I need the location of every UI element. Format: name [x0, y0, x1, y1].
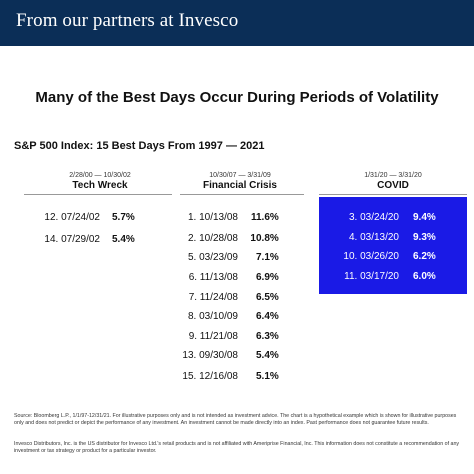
rank-date: 14. 07/29/02 — [44, 234, 100, 245]
rank-date: 2. 10/28/08 — [187, 233, 238, 244]
table-subtitle: S&P 500 Index: 15 Best Days From 1997 — … — [14, 140, 265, 152]
rank-date: 10. 03/26/20 — [343, 251, 399, 262]
list-item: 6. 11/13/08 6.9% — [170, 272, 279, 283]
percent-gain: 11.6% — [250, 212, 279, 223]
rank-date: 9. 11/21/08 — [188, 331, 238, 342]
list-item: 14. 07/29/02 5.4% — [20, 234, 135, 245]
column-header-financial-crisis: 10/30/07 — 3/31/09 Financial Crisis — [160, 171, 320, 192]
disclosure-note: Invesco Distributors, Inc. is the US dis… — [14, 441, 460, 454]
percent-gain: 5.1% — [255, 371, 279, 382]
covid-highlight-box: 3. 03/24/20 9.4% 4. 03/13/20 9.3% 10. 03… — [319, 197, 467, 294]
percent-gain: 6.0% — [412, 271, 436, 282]
column-header-covid: 1/31/20 — 3/31/20 COVID — [313, 171, 473, 192]
rank-date: 1. 10/13/08 — [187, 212, 238, 223]
percent-gain: 9.4% — [412, 212, 436, 223]
column-name: Financial Crisis — [203, 180, 277, 191]
percent-gain: 9.3% — [412, 232, 436, 243]
list-item: 5. 03/23/09 7.1% — [170, 252, 279, 263]
banner-text: From our partners at Invesco — [16, 10, 239, 31]
list-item: 8. 03/10/09 6.4% — [170, 311, 279, 322]
percent-gain: 5.4% — [111, 234, 135, 245]
percent-gain: 6.9% — [255, 272, 279, 283]
column-dates: 1/31/20 — 3/31/20 — [364, 172, 422, 179]
source-note: Source: Bloomberg L.P., 1/1/97-12/31/21.… — [14, 413, 457, 426]
list-item: 3. 03/24/20 9.4% — [327, 212, 436, 223]
column-divider — [319, 194, 467, 195]
percent-gain: 6.2% — [412, 251, 436, 262]
column-name: Tech Wreck — [72, 180, 128, 191]
percent-gain: 6.4% — [255, 311, 279, 322]
percent-gain: 5.4% — [255, 350, 279, 361]
rank-date: 4. 03/13/20 — [348, 232, 399, 243]
percent-gain: 7.1% — [255, 252, 279, 263]
list-item: 11. 03/17/20 6.0% — [327, 271, 436, 282]
column-header-tech-wreck: 2/28/00 — 10/30/02 Tech Wreck — [20, 171, 180, 192]
list-item: 15. 12/16/08 5.1% — [170, 371, 279, 382]
list-item: 9. 11/21/08 6.3% — [170, 331, 279, 342]
column-dates: 2/28/00 — 10/30/02 — [69, 172, 131, 179]
rank-date: 6. 11/13/08 — [188, 272, 238, 283]
rank-date: 5. 03/23/09 — [187, 252, 238, 263]
percent-gain: 6.3% — [255, 331, 279, 342]
page-title: Many of the Best Days Occur During Perio… — [35, 89, 439, 106]
list-item: 2. 10/28/08 10.8% — [170, 233, 279, 244]
list-item: 1. 10/13/08 11.6% — [170, 212, 279, 223]
rank-date: 13. 09/30/08 — [182, 350, 238, 361]
rank-date: 8. 03/10/09 — [187, 311, 238, 322]
list-item: 4. 03/13/20 9.3% — [327, 232, 436, 243]
column-name: COVID — [377, 180, 409, 191]
header-banner: From our partners at Invesco — [0, 0, 474, 46]
list-item: 13. 09/30/08 5.4% — [170, 350, 279, 361]
column-divider — [24, 194, 172, 195]
rank-date: 3. 03/24/20 — [348, 212, 399, 223]
percent-gain: 10.8% — [250, 233, 279, 244]
rank-date: 11. 03/17/20 — [344, 271, 399, 282]
column-dates: 10/30/07 — 3/31/09 — [209, 172, 271, 179]
percent-gain: 6.5% — [255, 292, 279, 303]
list-item: 10. 03/26/20 6.2% — [327, 251, 436, 262]
list-item: 7. 11/24/08 6.5% — [170, 292, 279, 303]
rank-date: 15. 12/16/08 — [182, 371, 238, 382]
percent-gain: 5.7% — [111, 212, 135, 223]
rank-date: 7. 11/24/08 — [188, 292, 238, 303]
list-item: 12. 07/24/02 5.7% — [20, 212, 135, 223]
column-divider — [180, 194, 304, 195]
rank-date: 12. 07/24/02 — [44, 212, 100, 223]
